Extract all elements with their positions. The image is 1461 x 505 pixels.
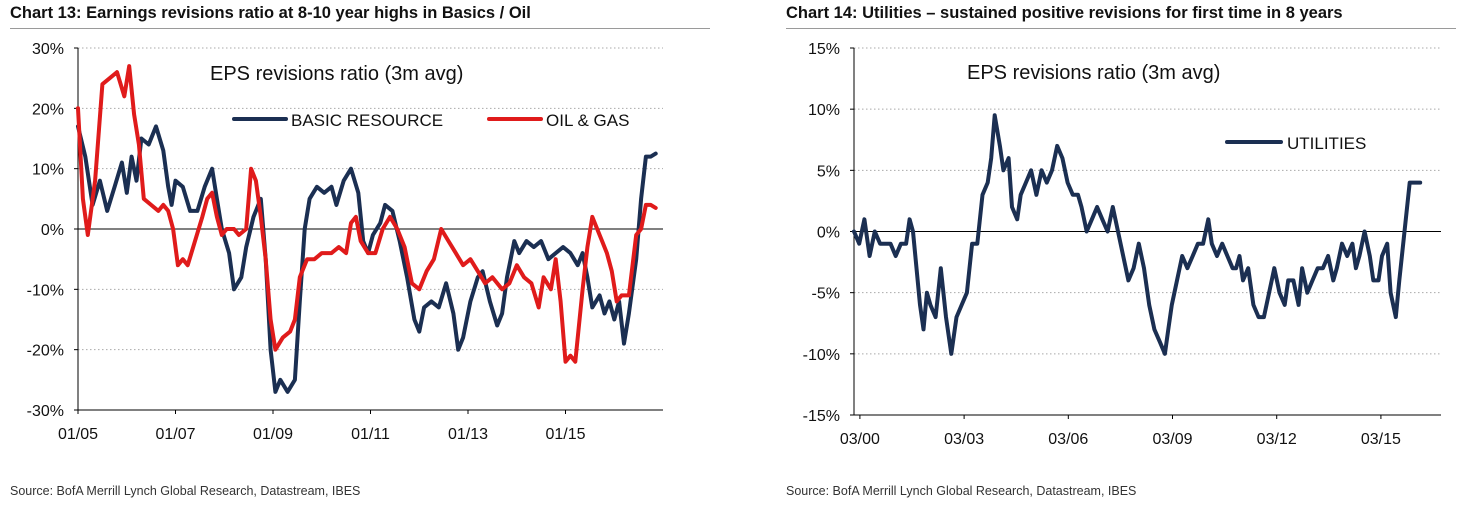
y-tick-label: -30% bbox=[27, 403, 64, 420]
chart-subtitle: EPS revisions ratio (3m avg) bbox=[210, 63, 463, 85]
chart-subtitle: EPS revisions ratio (3m avg) bbox=[967, 62, 1220, 84]
x-tick-label: 01/11 bbox=[351, 426, 390, 443]
x-tick-label: 03/03 bbox=[944, 431, 984, 448]
legend-label: BASIC RESOURCE bbox=[291, 111, 443, 130]
y-tick-label: 20% bbox=[32, 101, 64, 118]
chart-14-source: Source: BofA Merrill Lynch Global Resear… bbox=[786, 484, 1137, 498]
chart-13-title-rule bbox=[10, 28, 710, 29]
x-tick-label: 01/07 bbox=[155, 426, 195, 443]
x-tick-label: 01/15 bbox=[545, 426, 585, 443]
x-tick-label: 01/05 bbox=[58, 426, 98, 443]
x-tick-label: 03/00 bbox=[840, 431, 880, 448]
chart-13-panel: Chart 13: Earnings revisions ratio at 8-… bbox=[0, 0, 720, 505]
series-line-basic-resource bbox=[76, 124, 658, 394]
chart-14-plot: -15% -10% -5% 0% 5% 10% 15% 03/00 03/03 03/06 03/0… bbox=[803, 41, 1441, 448]
y-tick-label: 10% bbox=[808, 102, 840, 119]
y-tick-label: -15% bbox=[803, 408, 840, 425]
x-tick-label: 01/09 bbox=[253, 426, 293, 443]
y-tick-label: -20% bbox=[27, 343, 64, 360]
chart-14-title: Chart 14: Utilities – sustained positive… bbox=[786, 4, 1343, 22]
legend-label: UTILITIES bbox=[1287, 134, 1366, 153]
y-tick-label: 0% bbox=[41, 222, 64, 239]
y-tick-label: 15% bbox=[808, 41, 840, 58]
chart-13-title: Chart 13: Earnings revisions ratio at 8-… bbox=[10, 4, 531, 22]
y-tick-label: 5% bbox=[817, 163, 840, 180]
y-tick-label: 30% bbox=[32, 41, 64, 58]
y-tick-label: -10% bbox=[27, 282, 64, 299]
y-tick-label: -5% bbox=[812, 286, 840, 303]
series-line-oil-gas bbox=[76, 64, 658, 364]
chart-13-source: Source: BofA Merrill Lynch Global Resear… bbox=[10, 484, 361, 498]
legend-label: OIL & GAS bbox=[546, 111, 629, 130]
chart-13-plot: -30% -20% -10% 0% 10% 20% 30% 01/05 01/07 01/09 01… bbox=[27, 41, 663, 443]
y-tick-label: 10% bbox=[32, 162, 64, 179]
x-tick-label: 03/06 bbox=[1048, 431, 1088, 448]
x-tick-label: 01/13 bbox=[448, 426, 488, 443]
x-tick-label: 03/09 bbox=[1152, 431, 1192, 448]
chart-14-title-rule bbox=[786, 28, 1456, 29]
x-tick-label: 03/15 bbox=[1361, 431, 1401, 448]
series-line-utilities bbox=[852, 113, 1423, 356]
y-tick-label: 0% bbox=[817, 225, 840, 242]
x-tick-label: 03/12 bbox=[1257, 431, 1297, 448]
chart-14-panel: Chart 14: Utilities – sustained positive… bbox=[782, 0, 1461, 505]
y-tick-label: -10% bbox=[803, 347, 840, 364]
